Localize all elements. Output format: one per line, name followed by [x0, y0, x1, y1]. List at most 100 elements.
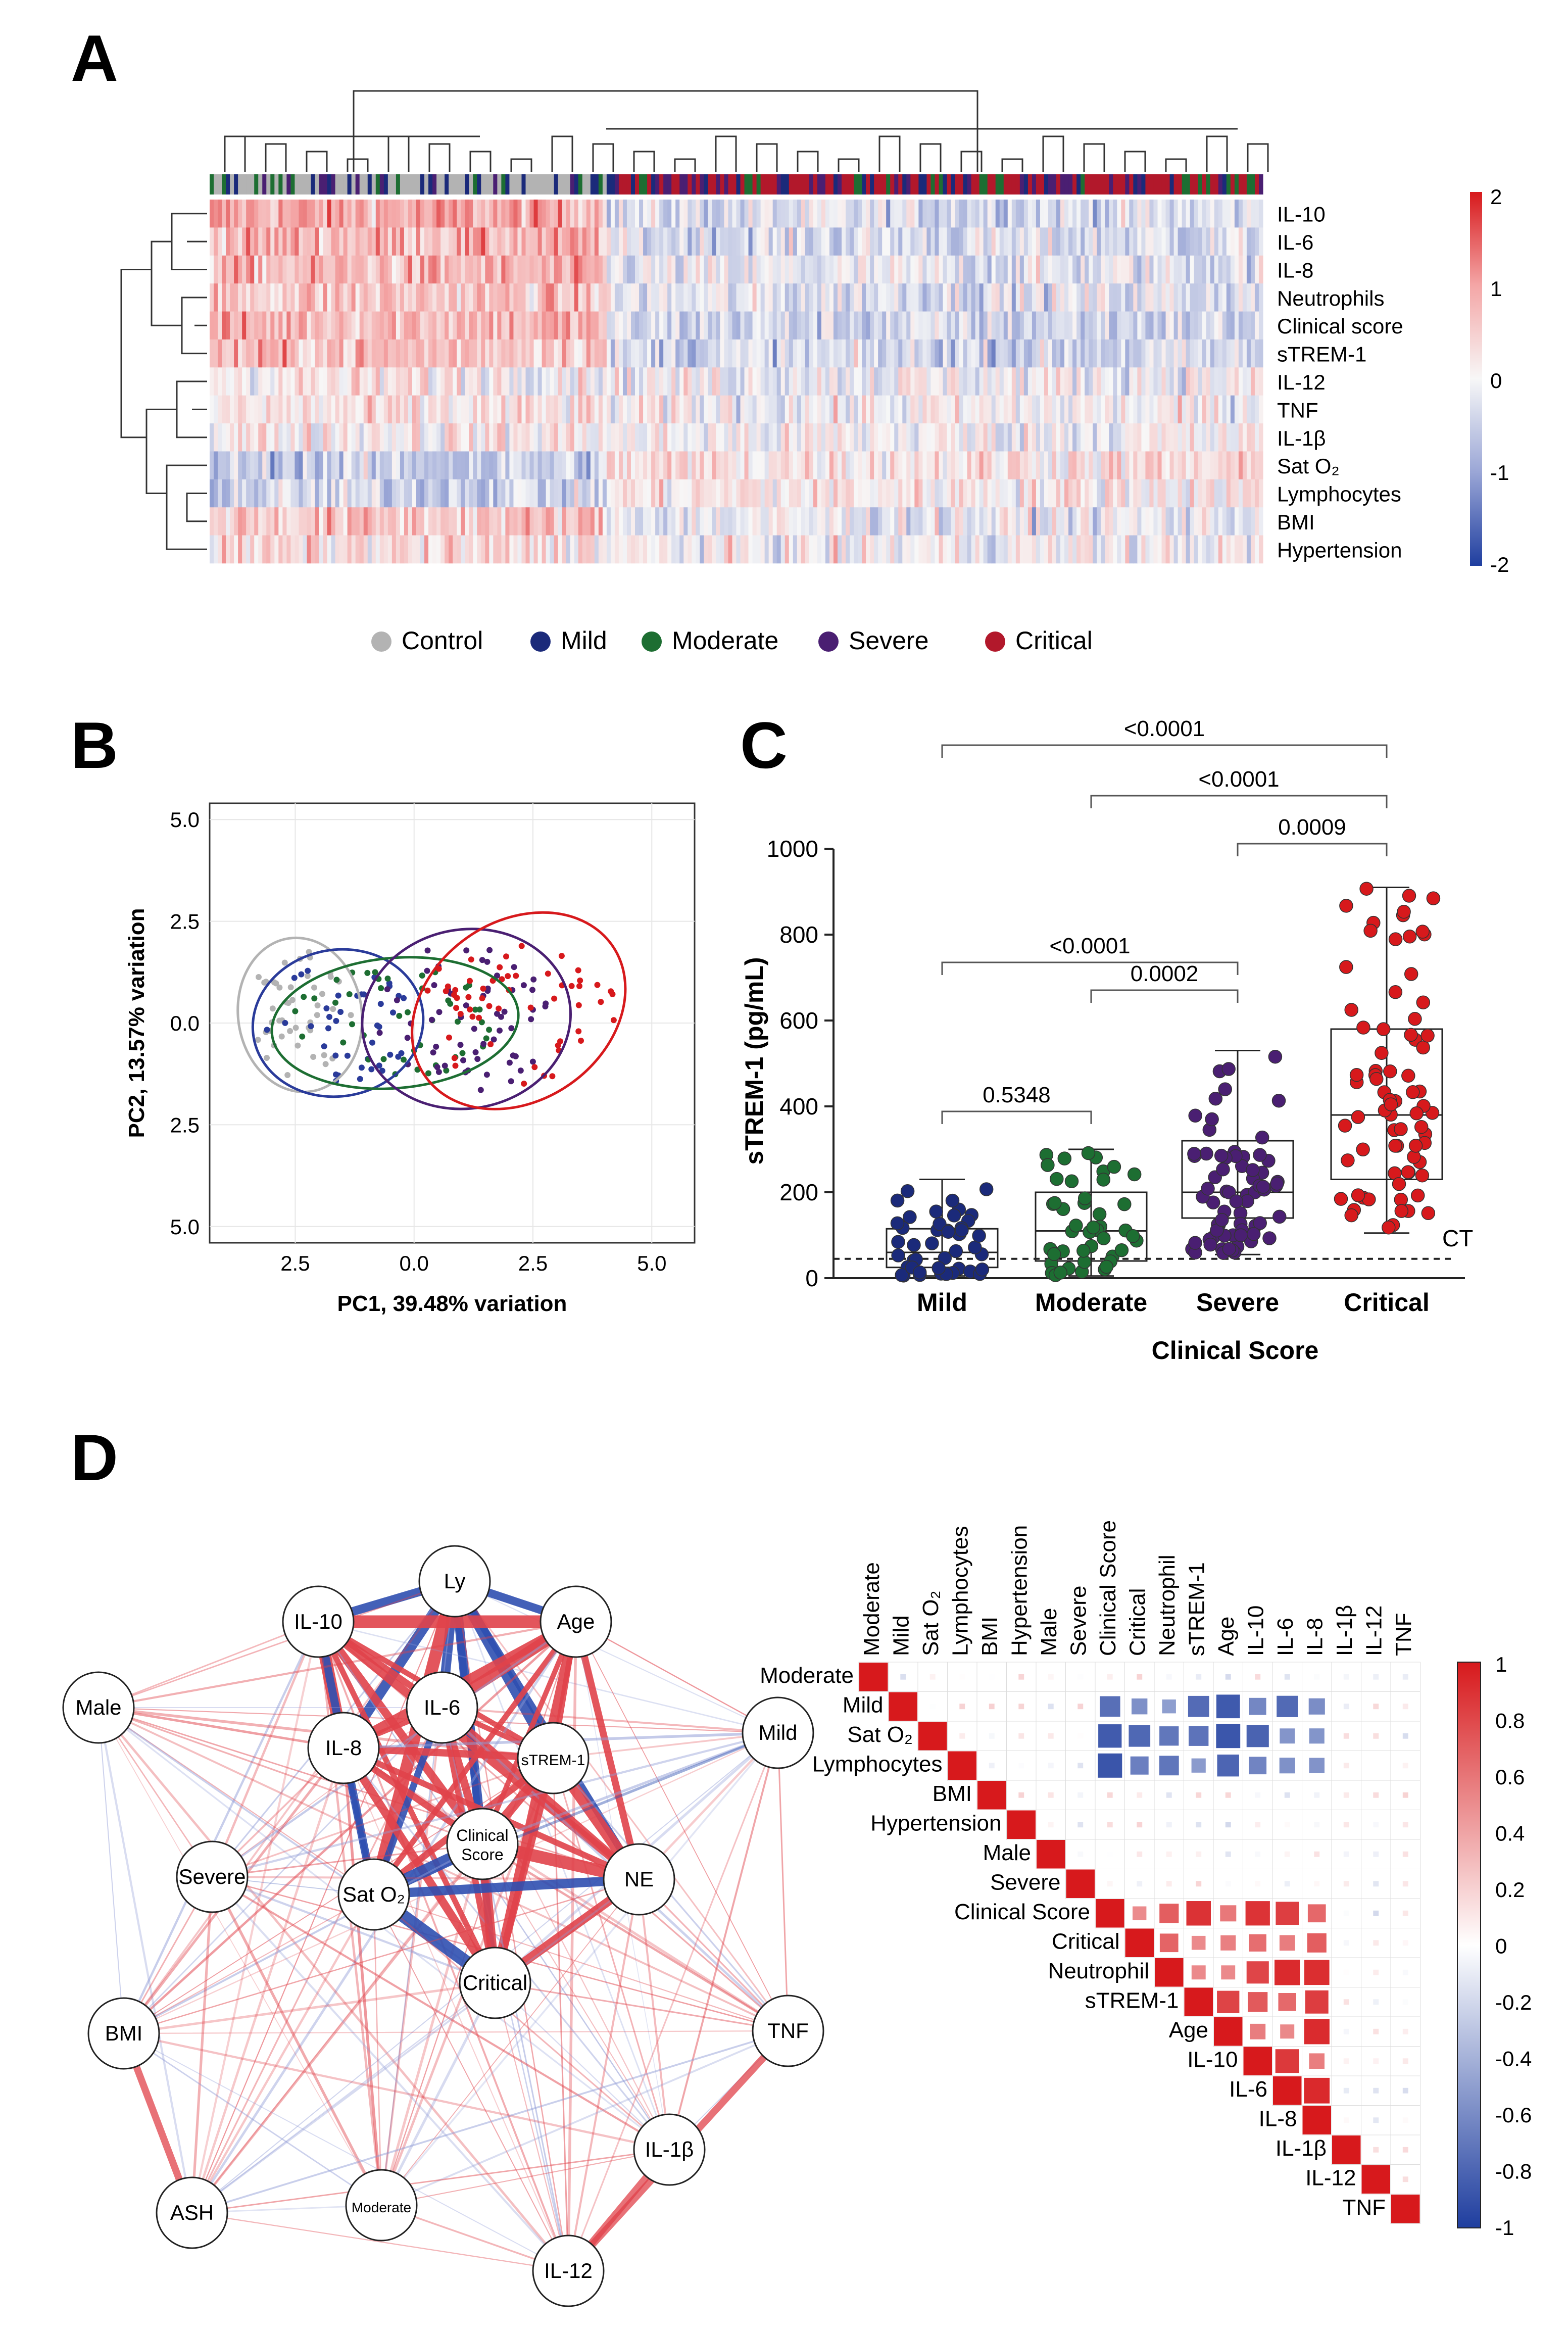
- heatmap-cell: [323, 200, 328, 228]
- heatmap-cell: [1081, 367, 1085, 396]
- heatmap-cell: [424, 255, 429, 284]
- heatmap-cell: [290, 283, 295, 312]
- heatmap-cell: [258, 535, 263, 564]
- heatmap-cell: [1019, 255, 1024, 284]
- heatmap-cell: [529, 395, 534, 424]
- heatmap-cell: [789, 451, 794, 480]
- corr-cell: [1373, 2147, 1379, 2153]
- heatmap-cell: [1109, 395, 1113, 424]
- heatmap-cell: [582, 311, 587, 340]
- group-bar-segment: [428, 174, 433, 195]
- heatmap-cell: [1218, 451, 1223, 480]
- corr-cell: [1216, 1694, 1240, 1719]
- heatmap-cell: [1169, 311, 1174, 340]
- heatmap-cell: [1052, 311, 1057, 340]
- heatmap-cell: [537, 227, 543, 256]
- heatmap-cell: [383, 395, 388, 424]
- heatmap-cell: [1015, 311, 1020, 340]
- network-edge: [481, 1843, 569, 2272]
- heatmap-cell: [1052, 367, 1057, 396]
- pca-point: [333, 1017, 339, 1024]
- heatmap-cell: [1076, 535, 1081, 564]
- group-bar-segment: [505, 174, 510, 195]
- heatmap-cell: [837, 255, 842, 284]
- heatmap-cell: [270, 339, 275, 368]
- heatmap-cell: [582, 479, 587, 508]
- heatmap-cell: [696, 423, 700, 452]
- heatmap-cell: [683, 255, 688, 284]
- heatmap-cell: [1036, 227, 1041, 256]
- heatmap-cell: [274, 423, 279, 452]
- heatmap-cell: [1157, 283, 1162, 312]
- heatmap-cell: [457, 451, 461, 480]
- pca-point: [299, 1033, 306, 1040]
- heatmap-cell: [1085, 227, 1089, 256]
- heatmap-cell: [218, 479, 222, 508]
- heatmap-cell: [655, 200, 660, 228]
- heatmap-cell: [1036, 200, 1041, 228]
- heatmap-cell: [1258, 255, 1263, 284]
- heatmap-cell: [679, 423, 684, 452]
- heatmap-cell: [870, 507, 874, 536]
- heatmap-cell: [1133, 535, 1138, 564]
- heatmap-cell: [1169, 227, 1174, 256]
- heatmap-cell: [513, 507, 518, 536]
- heatmap-cell: [367, 255, 372, 284]
- network-edge: [668, 1732, 779, 2151]
- heatmap-cell: [659, 367, 664, 396]
- group-bar-segment: [493, 174, 498, 195]
- heatmap-cell: [222, 507, 226, 536]
- heatmap-cell: [1101, 395, 1105, 424]
- heatmap-cell: [262, 200, 267, 228]
- corr-cell: [1048, 1763, 1054, 1769]
- heatmap-cell: [1032, 535, 1037, 564]
- corr-cell: [1137, 1792, 1143, 1798]
- heatmap-cell: [1056, 395, 1061, 424]
- heatmap-cell: [1226, 227, 1231, 256]
- corr-cell: [1343, 1733, 1349, 1739]
- pca-point: [531, 1064, 538, 1071]
- box-y-tick: 200: [779, 1179, 818, 1205]
- heatmap-cell: [1015, 227, 1020, 256]
- dendrogram-branch: [387, 135, 410, 172]
- heatmap-cell: [1234, 535, 1239, 564]
- corr-cell: [1402, 2058, 1408, 2064]
- heatmap-cell: [562, 507, 567, 536]
- heatmap-cell: [485, 255, 489, 284]
- heatmap-cell: [1258, 479, 1263, 508]
- heatmap-cell: [610, 535, 615, 564]
- heatmap-cell: [1226, 423, 1231, 452]
- heatmap-cell: [821, 423, 826, 452]
- heatmap-cell: [218, 423, 222, 452]
- heatmap-cell: [266, 200, 271, 228]
- heatmap-cell: [983, 423, 988, 452]
- heatmap-cell: [870, 395, 874, 424]
- heatmap-cell: [752, 311, 757, 340]
- heatmap-row-label: Sat O₂: [1277, 454, 1340, 478]
- heatmap-cell: [550, 283, 555, 312]
- network-edge: [380, 1842, 484, 2207]
- heatmap-cell: [351, 451, 356, 480]
- heatmap-cell: [1153, 507, 1158, 536]
- heatmap-cell: [387, 451, 393, 480]
- corr-cell: [1343, 2058, 1349, 2064]
- heatmap-cell: [837, 200, 842, 228]
- heatmap-cell: [1064, 283, 1069, 312]
- box-point: [1339, 960, 1353, 974]
- heatmap-cell: [1019, 507, 1024, 536]
- heatmap-cell: [307, 311, 312, 340]
- network-node-label: IL-1β: [645, 2137, 694, 2161]
- heatmap-cell: [1169, 200, 1174, 228]
- heatmap-cell: [214, 283, 218, 312]
- heatmap-cell: [250, 451, 255, 480]
- heatmap-cell: [562, 395, 567, 424]
- heatmap-cell: [704, 255, 708, 284]
- heatmap-cell: [1019, 283, 1024, 312]
- heatmap-cell: [274, 255, 279, 284]
- group-bar-segment: [537, 174, 543, 195]
- heatmap-cell: [303, 451, 308, 480]
- heatmap-cell: [1133, 451, 1138, 480]
- heatmap-cell: [436, 423, 441, 452]
- group-bar-segment: [772, 174, 777, 195]
- heatmap-cell: [1230, 507, 1235, 536]
